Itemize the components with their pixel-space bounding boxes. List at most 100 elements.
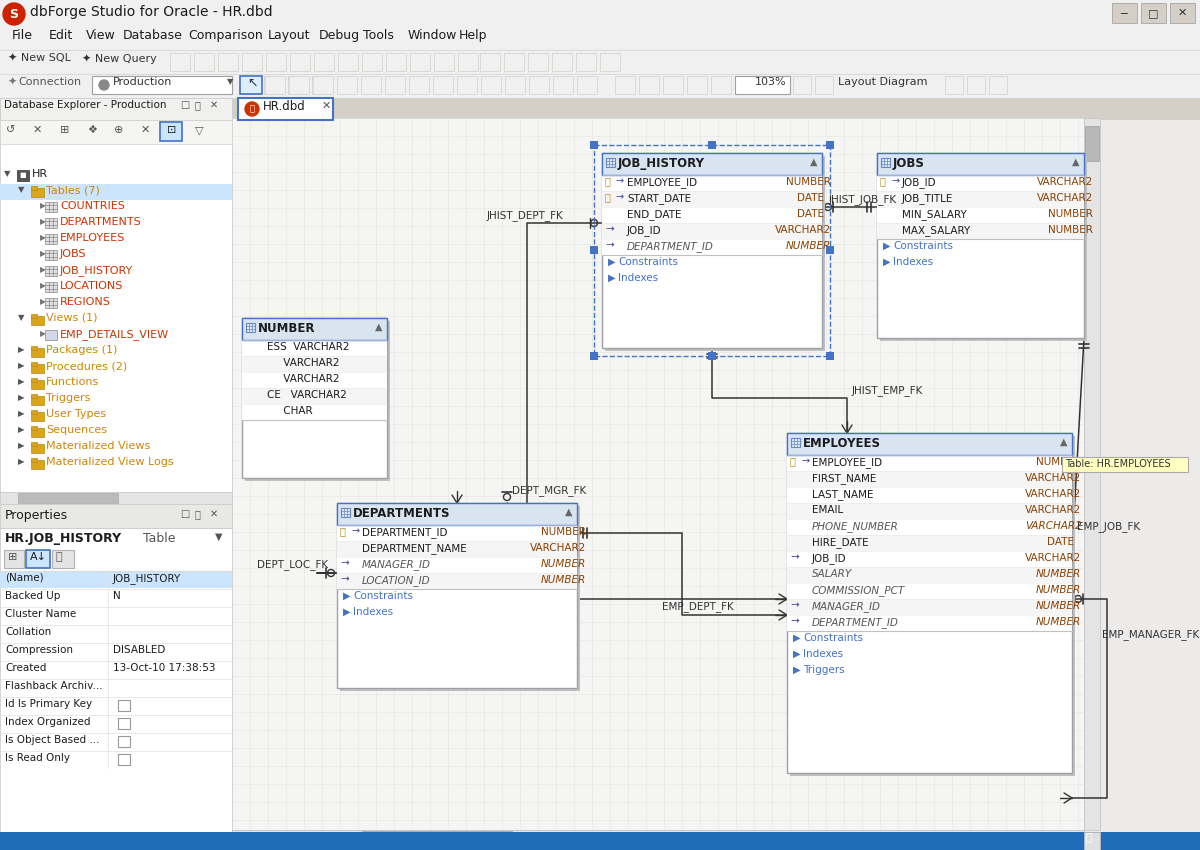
- Text: User Types: User Types: [46, 409, 106, 419]
- Bar: [361, 76, 382, 94]
- Text: EMPLOYEE_ID: EMPLOYEE_ID: [628, 177, 697, 188]
- Text: EMP_DETAILS_VIEW: EMP_DETAILS_VIEW: [60, 329, 169, 340]
- Bar: [787, 487, 1072, 503]
- Bar: [31, 378, 37, 382]
- Text: →: →: [605, 224, 613, 234]
- Text: ▶: ▶: [18, 361, 24, 370]
- Text: Edit: Edit: [49, 29, 73, 42]
- Text: PHONE_NUMBER: PHONE_NUMBER: [812, 521, 899, 532]
- Text: JOB_ID: JOB_ID: [812, 553, 847, 564]
- Bar: [340, 506, 580, 691]
- Text: →: →: [616, 176, 624, 186]
- Text: ▶: ▶: [608, 273, 616, 283]
- Bar: [0, 571, 232, 588]
- Text: ✕: ✕: [142, 125, 150, 135]
- Text: ▶: ▶: [343, 607, 350, 617]
- Bar: [362, 53, 382, 71]
- Text: ▲: ▲: [1072, 157, 1080, 167]
- Text: ▼: ▼: [18, 313, 24, 322]
- Text: NUMBER: NUMBER: [541, 559, 587, 569]
- Bar: [0, 50, 1200, 74]
- Text: 🔍: 🔍: [1086, 833, 1093, 843]
- Text: ▶: ▶: [18, 345, 24, 354]
- Text: DEPT_MGR_FK: DEPT_MGR_FK: [512, 485, 587, 496]
- Bar: [787, 551, 1072, 567]
- Text: →: →: [802, 456, 809, 466]
- Bar: [118, 754, 130, 765]
- Bar: [877, 223, 1084, 239]
- Bar: [787, 471, 1072, 487]
- Text: ▶: ▶: [18, 457, 24, 466]
- Text: ESS  VARCHAR2: ESS VARCHAR2: [266, 342, 349, 352]
- Bar: [602, 191, 822, 207]
- Circle shape: [2, 3, 25, 25]
- Text: VARCHAR2: VARCHAR2: [1037, 193, 1093, 203]
- Bar: [312, 76, 332, 94]
- Bar: [1085, 126, 1099, 161]
- Text: HR.dbd: HR.dbd: [263, 100, 306, 113]
- Bar: [787, 583, 1072, 599]
- Bar: [0, 74, 1200, 98]
- Text: ▼: ▼: [4, 169, 11, 178]
- Bar: [46, 202, 58, 212]
- Text: NUMBER: NUMBER: [1036, 585, 1081, 595]
- Bar: [826, 141, 834, 149]
- Text: →: →: [352, 526, 359, 536]
- Text: Tools: Tools: [364, 29, 394, 42]
- Text: Table: Table: [143, 532, 175, 545]
- Bar: [505, 76, 526, 94]
- Bar: [242, 372, 386, 388]
- Text: 🔒: 🔒: [194, 100, 200, 110]
- Bar: [826, 246, 834, 254]
- Text: Materialized Views: Materialized Views: [46, 441, 150, 451]
- Bar: [337, 76, 358, 94]
- Bar: [590, 141, 598, 149]
- Text: NUMBER: NUMBER: [1036, 617, 1081, 627]
- Text: →: →: [790, 600, 799, 610]
- Bar: [602, 207, 822, 223]
- Text: JHIST_JOB_FK: JHIST_JOB_FK: [829, 194, 898, 205]
- Text: →: →: [605, 240, 613, 250]
- Bar: [877, 191, 1084, 207]
- Text: NUMBER: NUMBER: [541, 527, 586, 537]
- Text: JOBS: JOBS: [893, 157, 925, 170]
- Bar: [504, 53, 524, 71]
- Text: ⊕: ⊕: [114, 125, 124, 135]
- Text: Constraints: Constraints: [803, 633, 863, 643]
- Text: VARCHAR2: VARCHAR2: [1025, 505, 1081, 515]
- Bar: [0, 832, 232, 850]
- Bar: [46, 266, 58, 276]
- Text: ❖: ❖: [88, 125, 97, 135]
- Bar: [989, 76, 1007, 94]
- Bar: [1170, 3, 1195, 23]
- Bar: [409, 76, 430, 94]
- Text: NUMBER: NUMBER: [1036, 601, 1081, 611]
- Text: 🔑: 🔑: [605, 192, 611, 202]
- Bar: [337, 503, 577, 525]
- Bar: [787, 519, 1072, 535]
- Bar: [46, 298, 58, 308]
- Text: JOB_HISTORY: JOB_HISTORY: [618, 157, 706, 170]
- Bar: [481, 76, 502, 94]
- Text: Indexes: Indexes: [618, 273, 658, 283]
- Bar: [240, 76, 262, 94]
- Text: VARCHAR2: VARCHAR2: [1025, 489, 1081, 499]
- Text: →: →: [890, 176, 899, 186]
- Text: Created: Created: [5, 663, 47, 673]
- Bar: [787, 503, 1072, 519]
- Bar: [18, 493, 118, 503]
- Text: NUMBER: NUMBER: [1048, 225, 1093, 235]
- Text: 🔑: 🔑: [880, 176, 886, 186]
- Text: ─: ─: [1121, 8, 1127, 18]
- Bar: [1141, 3, 1166, 23]
- Text: Compression: Compression: [5, 645, 73, 655]
- Text: VARCHAR2: VARCHAR2: [1025, 521, 1081, 531]
- Bar: [708, 352, 716, 360]
- Bar: [787, 567, 1072, 583]
- Bar: [31, 316, 44, 325]
- Bar: [170, 53, 190, 71]
- Text: 🔒: 🔒: [194, 509, 200, 519]
- Bar: [341, 508, 350, 517]
- Bar: [31, 380, 44, 389]
- Circle shape: [98, 80, 109, 90]
